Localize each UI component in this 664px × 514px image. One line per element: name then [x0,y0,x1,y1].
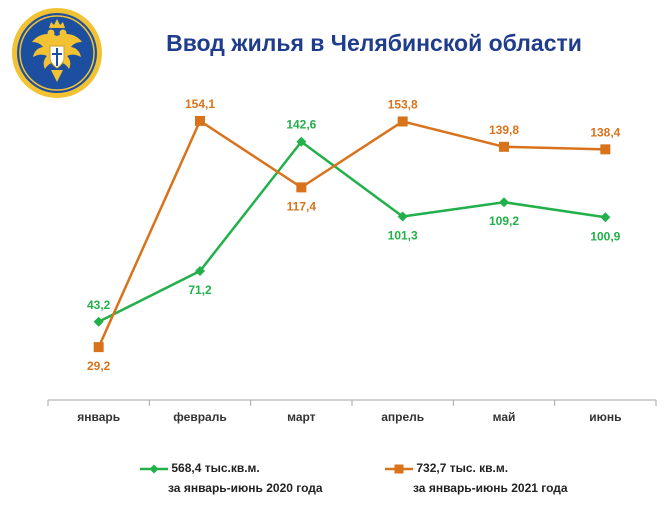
data-point [93,342,104,353]
data-label: 100,9 [590,229,620,243]
data-point [296,182,307,193]
series-line [97,119,606,348]
data-point [296,136,307,147]
series-line [98,140,606,323]
data-point [93,316,104,327]
data-label: 43,2 [87,298,111,312]
data-point [600,144,611,155]
data-label: 71,2 [188,283,212,297]
data-label: 154,1 [185,97,215,111]
legend-diamond-marker-icon [140,464,168,474]
emblem-logo-icon [12,8,102,98]
data-point [499,197,509,208]
data-point [397,211,408,222]
data-point [600,212,611,223]
legend-label-2021-line2: за январь-июнь 2021 года [413,481,568,495]
x-tick-label: апрель [381,410,424,424]
data-label: 153,8 [388,97,418,111]
data-label: 101,3 [388,229,418,243]
legend: 568,4 тыс.кв.м. за январь-июнь 2020 года [140,458,323,498]
data-point [195,266,205,277]
data-label: 142,6 [286,118,316,132]
x-tick-label: февраль [173,410,226,424]
x-tick-label: январь [77,410,120,424]
legend-item-2020: 568,4 тыс.кв.м. [140,458,323,478]
x-tick-label: июнь [589,410,621,424]
data-label: 138,4 [590,125,620,139]
page-title: Ввод жилья в Челябинской области [166,30,582,56]
legend-square-marker-icon [385,464,413,474]
data-point [195,115,205,126]
legend-label-2021-line1: 732,7 тыс. кв.м. [416,461,509,475]
data-label: 139,8 [489,123,519,137]
data-label: 29,2 [87,359,111,373]
data-point [397,116,408,127]
legend-2021: 732,7 тыс. кв.м. за январь-июнь 2021 год… [385,458,568,498]
legend-item-2021: 732,7 тыс. кв.м. [385,458,568,478]
data-label: 117,4 [287,199,317,213]
x-tick-label: март [287,410,316,424]
data-label: 109,2 [489,214,519,228]
x-tick-label: май [493,410,516,424]
legend-label-2020-line1: 568,4 тыс.кв.м. [171,461,260,475]
legend-label-2020-line2: за январь-июнь 2020 года [168,481,323,495]
data-point [499,141,509,152]
